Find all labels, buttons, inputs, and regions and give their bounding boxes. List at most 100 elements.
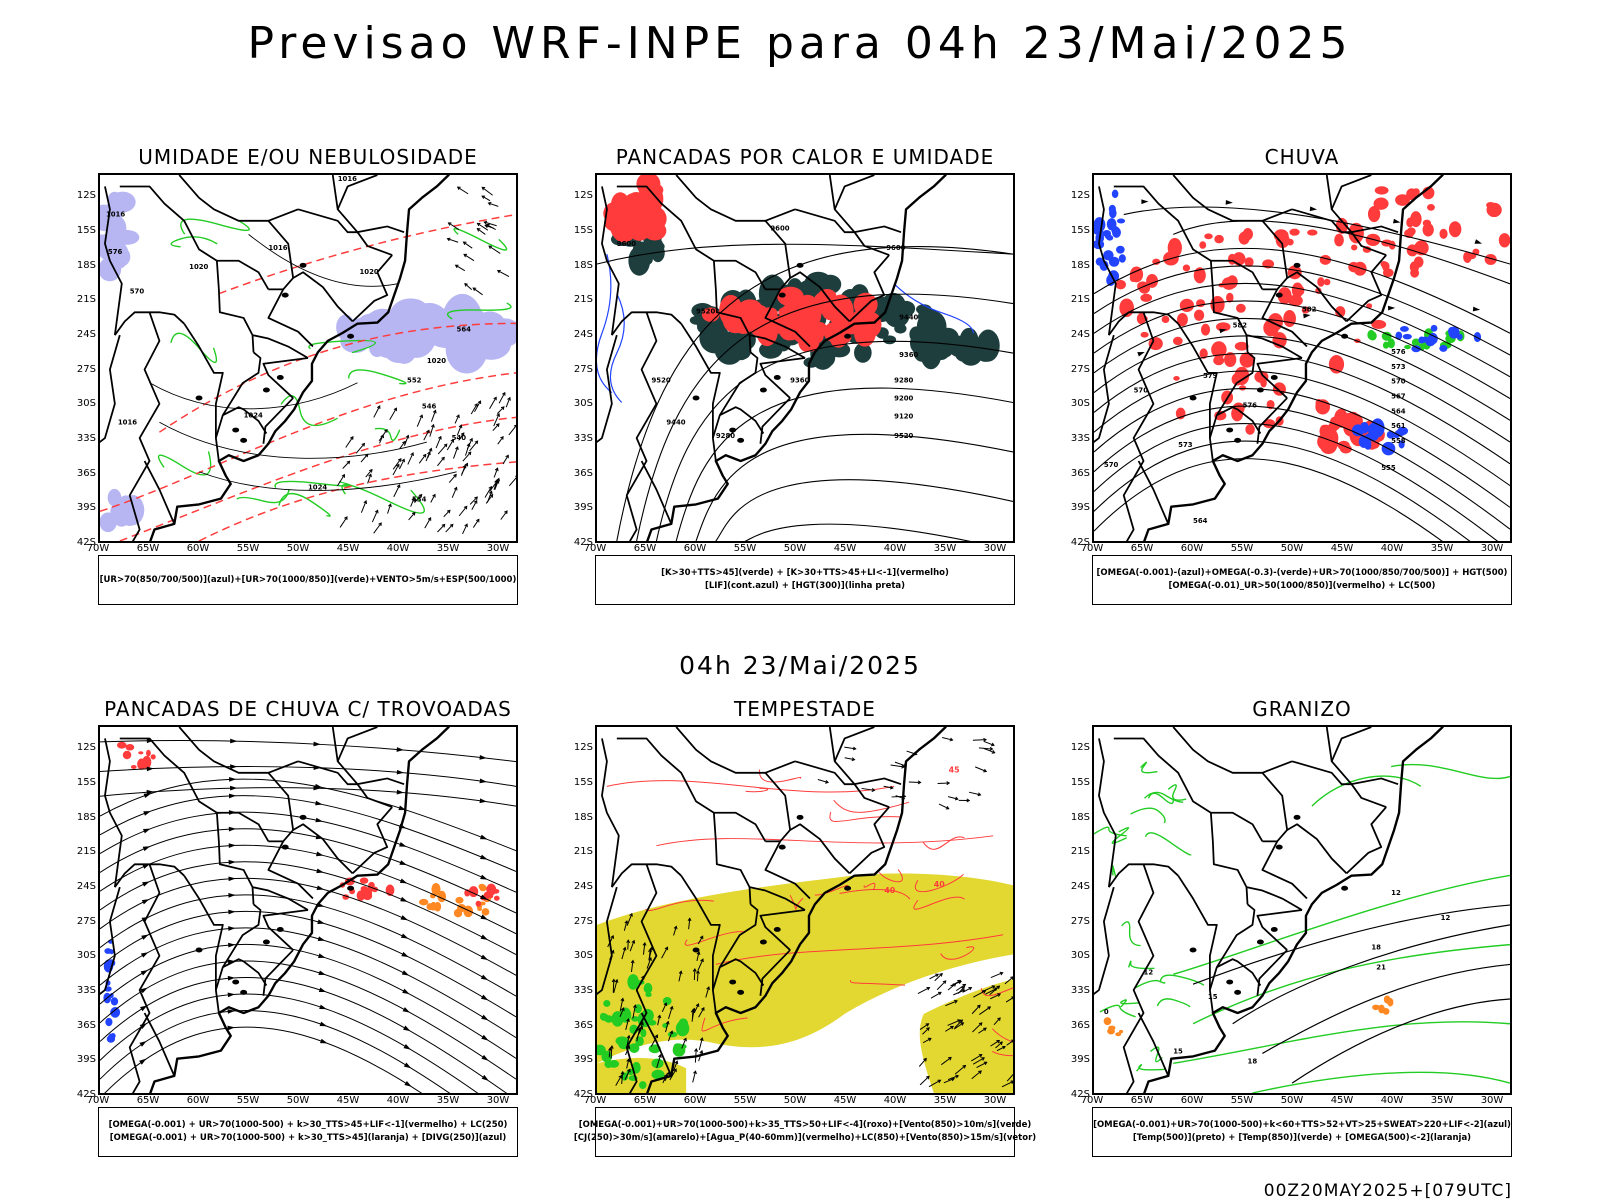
latitude-tick-label: 30S [555,398,593,409]
latitude-tick-label: 33S [58,985,96,996]
contour-label: 1020 [360,268,379,276]
latitude-tick-label: 39S [555,1054,593,1065]
latitude-tick-label: 18S [1052,260,1090,271]
latitude-tick-label: 39S [555,502,593,513]
longitude-tick-label: 45W [827,1095,863,1106]
field-blob [1317,277,1324,287]
wind-vector [918,988,930,994]
contour-label: 534 [412,495,427,503]
border-line [217,261,254,353]
wind-vector [438,444,447,454]
longitude-tick-label: 55W [1224,543,1260,554]
border-line [1099,738,1116,887]
streamline-arrow [481,1015,488,1021]
streamline-arrow [399,860,407,865]
wind-vector [340,517,347,527]
contour-label: 9280 [716,432,735,440]
field-blob [1141,332,1149,338]
latitude-tick-label: 12S [1052,190,1090,201]
contour-label: 570 [1104,461,1119,469]
wind-vector [390,408,397,420]
map-trovoadas[interactable] [98,725,518,1095]
contour-label: 12 [1391,889,1401,897]
field-blob [117,742,127,749]
border-line [179,727,268,773]
streamline-arrow [403,1026,410,1032]
border-line [253,887,308,910]
streamline-arrow [147,767,154,772]
contour-label: 570 [130,288,145,296]
lake [1190,948,1197,953]
latitude-tick-label: 27S [555,364,593,375]
longitude-tick-label: 65W [627,1095,663,1106]
contour-line [150,383,358,409]
thickness-contours [100,215,516,541]
wind-vector [613,979,614,992]
longitude-tick-label: 40W [380,1095,416,1106]
latitude-tick-label: 12S [58,742,96,753]
panel-title: TEMPESTADE [595,697,1015,721]
longitude-tick-label: 70W [80,543,116,554]
contour-line [1173,875,1510,974]
field-blob [678,1018,688,1029]
legend-line: [OMEGA(-0.01)_UR>50(1000/850)](vermelho)… [1169,580,1436,593]
field-blob [1324,279,1331,286]
border-line [120,864,160,1093]
wind-vector [497,407,504,414]
field-blob [1448,327,1455,335]
field-blob [883,335,896,344]
longitude-tick-label: 30W [977,543,1013,554]
wind-vector [437,457,444,466]
streamline-arrow [317,919,325,924]
wind-vector [482,187,492,195]
latitude-tick-label: 27S [58,916,96,927]
border-line [268,761,298,830]
latitude-tick-label: 33S [1052,985,1090,996]
longitude-tick-label: 40W [1374,543,1410,554]
streamline-arrow [141,935,148,940]
longitude-tick-label: 60W [180,1095,216,1106]
streamline-arrow [401,915,409,920]
streamline-arrow [480,798,487,803]
lake [797,815,804,820]
streamline-arrow [399,842,406,847]
latitude-tick-label: 12S [58,190,96,201]
field-blob [1115,280,1126,289]
border-line [612,864,681,887]
latitude-tick-label: 30S [1052,950,1090,961]
contour-line [834,800,909,812]
field-blob [1403,334,1412,340]
contour-label: 1020 [189,263,208,271]
field-blob [476,901,482,907]
panel-title: GRANIZO [1092,697,1512,721]
omega-orange-field-west [1104,1017,1124,1036]
lake [1257,388,1264,393]
latitude-tick-label: 24S [555,881,593,892]
streamline-arrow [316,868,323,873]
contour-line [1094,336,1510,442]
latitude-tick-label: 24S [58,329,96,340]
streamline-arrow [480,779,487,784]
border-line [1211,813,1263,842]
contour-label: 0 [1104,1008,1109,1016]
field-blob [138,751,143,754]
contour-label: 564 [457,325,472,333]
lake [232,428,239,433]
contour-label: 546 [422,402,437,410]
contour-line [100,829,516,913]
field-blob [640,1029,646,1038]
field-blob [1329,355,1344,374]
field-blob [1368,206,1380,222]
field-blob [1289,229,1299,236]
wind-vector [920,1076,929,1085]
field-blob [1227,275,1238,288]
streamline-arrow [318,936,325,941]
streamline-arrow [230,739,237,744]
